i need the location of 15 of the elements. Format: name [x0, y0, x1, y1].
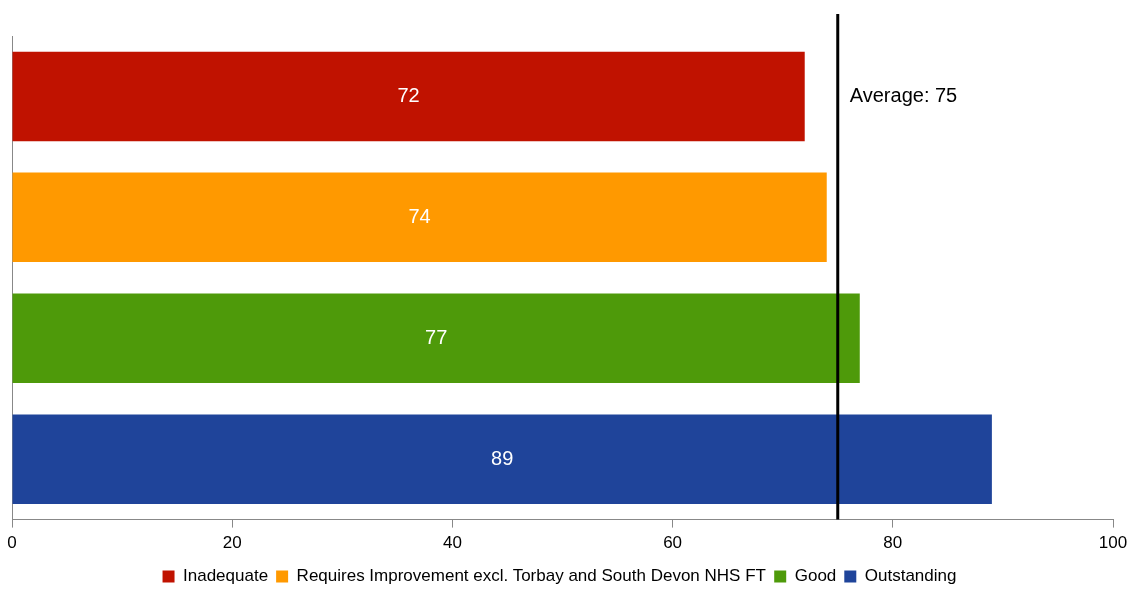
data-label: 89 — [491, 446, 514, 469]
legend-label: Requires Improvement excl. Torbay and South Devon NHS FT — [296, 566, 766, 586]
x-tick-label: 0 — [7, 533, 17, 553]
x-tick-label: 100 — [1098, 533, 1128, 553]
x-tick-label: 20 — [222, 533, 242, 553]
x-tick-label: 40 — [442, 533, 462, 553]
data-label: 77 — [425, 325, 448, 348]
x-tick-label: 60 — [663, 533, 683, 553]
ref-line-label: Average: 75 — [849, 83, 958, 106]
legend-label: Good — [794, 566, 837, 586]
x-tick-label: 80 — [883, 533, 903, 553]
legend-label: Inadequate — [183, 566, 269, 586]
legend-label: Outstanding — [864, 566, 957, 586]
data-label: 72 — [397, 83, 420, 106]
data-label: 74 — [408, 204, 431, 227]
